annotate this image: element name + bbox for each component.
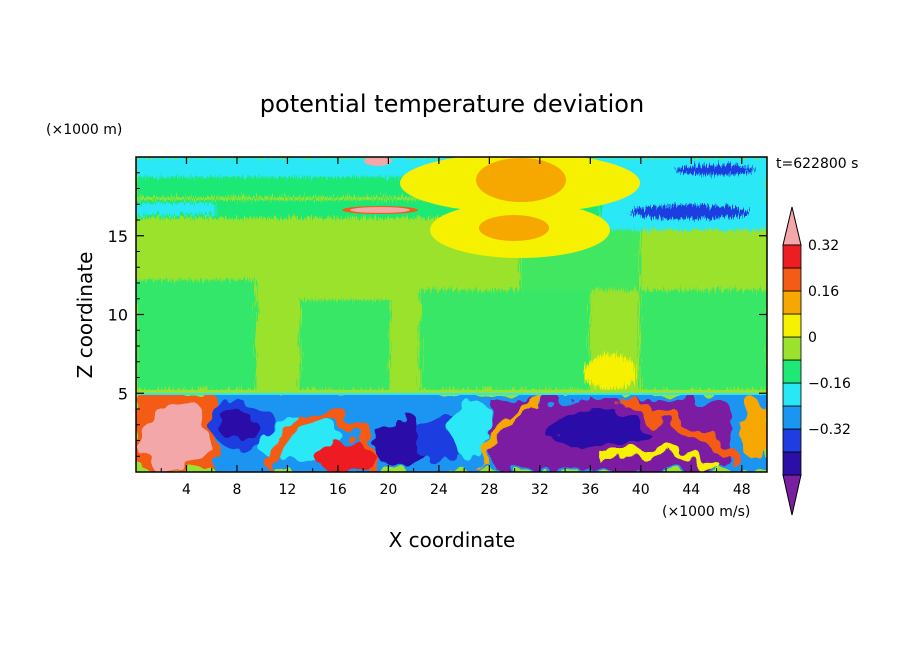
colorbar-label: −0.32 — [808, 422, 851, 438]
x-unit-label: (×1000 m/s) — [662, 504, 750, 520]
y-axis-label: Z coordinate — [73, 252, 97, 379]
y-unit-label: (×1000 m) — [46, 122, 122, 138]
colorbar-label: −0.16 — [808, 376, 851, 392]
x-tick-label: 12 — [279, 482, 297, 498]
x-tick-label: 20 — [379, 482, 397, 498]
x-tick-label: 8 — [232, 482, 241, 498]
x-tick-label: 24 — [430, 482, 448, 498]
colorbar-segment — [782, 313, 802, 338]
colorbar-segment — [782, 359, 802, 384]
colorbar-label: 0.16 — [808, 284, 839, 300]
colorbar-min-arrow — [782, 474, 802, 516]
colorbar: 0.32 0.16 0 −0.16 −0.32 — [782, 206, 851, 516]
colorbar-label: 0 — [808, 330, 817, 346]
x-axis: 4 8 12 16 20 24 28 32 36 40 44 48 — [160, 157, 751, 498]
colorbar-max-arrow — [782, 206, 802, 246]
colorbar-segment — [782, 290, 802, 315]
colorbar-segment — [782, 405, 802, 430]
x-tick-label: 4 — [182, 482, 191, 498]
x-axis-label: X coordinate — [389, 528, 516, 552]
x-tick-label: 36 — [581, 482, 599, 498]
y-tick-label: 15 — [108, 227, 128, 246]
y-tick-label: 5 — [118, 384, 128, 403]
time-label: t=622800 s — [776, 156, 858, 172]
colorbar-segment — [782, 267, 802, 292]
colorbar-segment — [782, 244, 802, 269]
x-tick-label: 28 — [480, 482, 498, 498]
colorbar-label: 0.32 — [808, 238, 839, 254]
contour-field — [136, 157, 767, 472]
x-tick-label: 48 — [733, 482, 751, 498]
x-tick-label: 40 — [632, 482, 650, 498]
x-tick-label: 32 — [531, 482, 549, 498]
colorbar-segment — [782, 336, 802, 361]
colorbar-segment — [782, 451, 802, 476]
y-tick-label: 10 — [108, 306, 128, 325]
x-tick-label: 44 — [682, 482, 700, 498]
chart-title: potential temperature deviation — [260, 90, 644, 118]
y-axis: 5 10 15 — [108, 172, 767, 457]
x-tick-label: 16 — [329, 482, 347, 498]
colorbar-segment — [782, 428, 802, 453]
colorbar-segment — [782, 382, 802, 407]
